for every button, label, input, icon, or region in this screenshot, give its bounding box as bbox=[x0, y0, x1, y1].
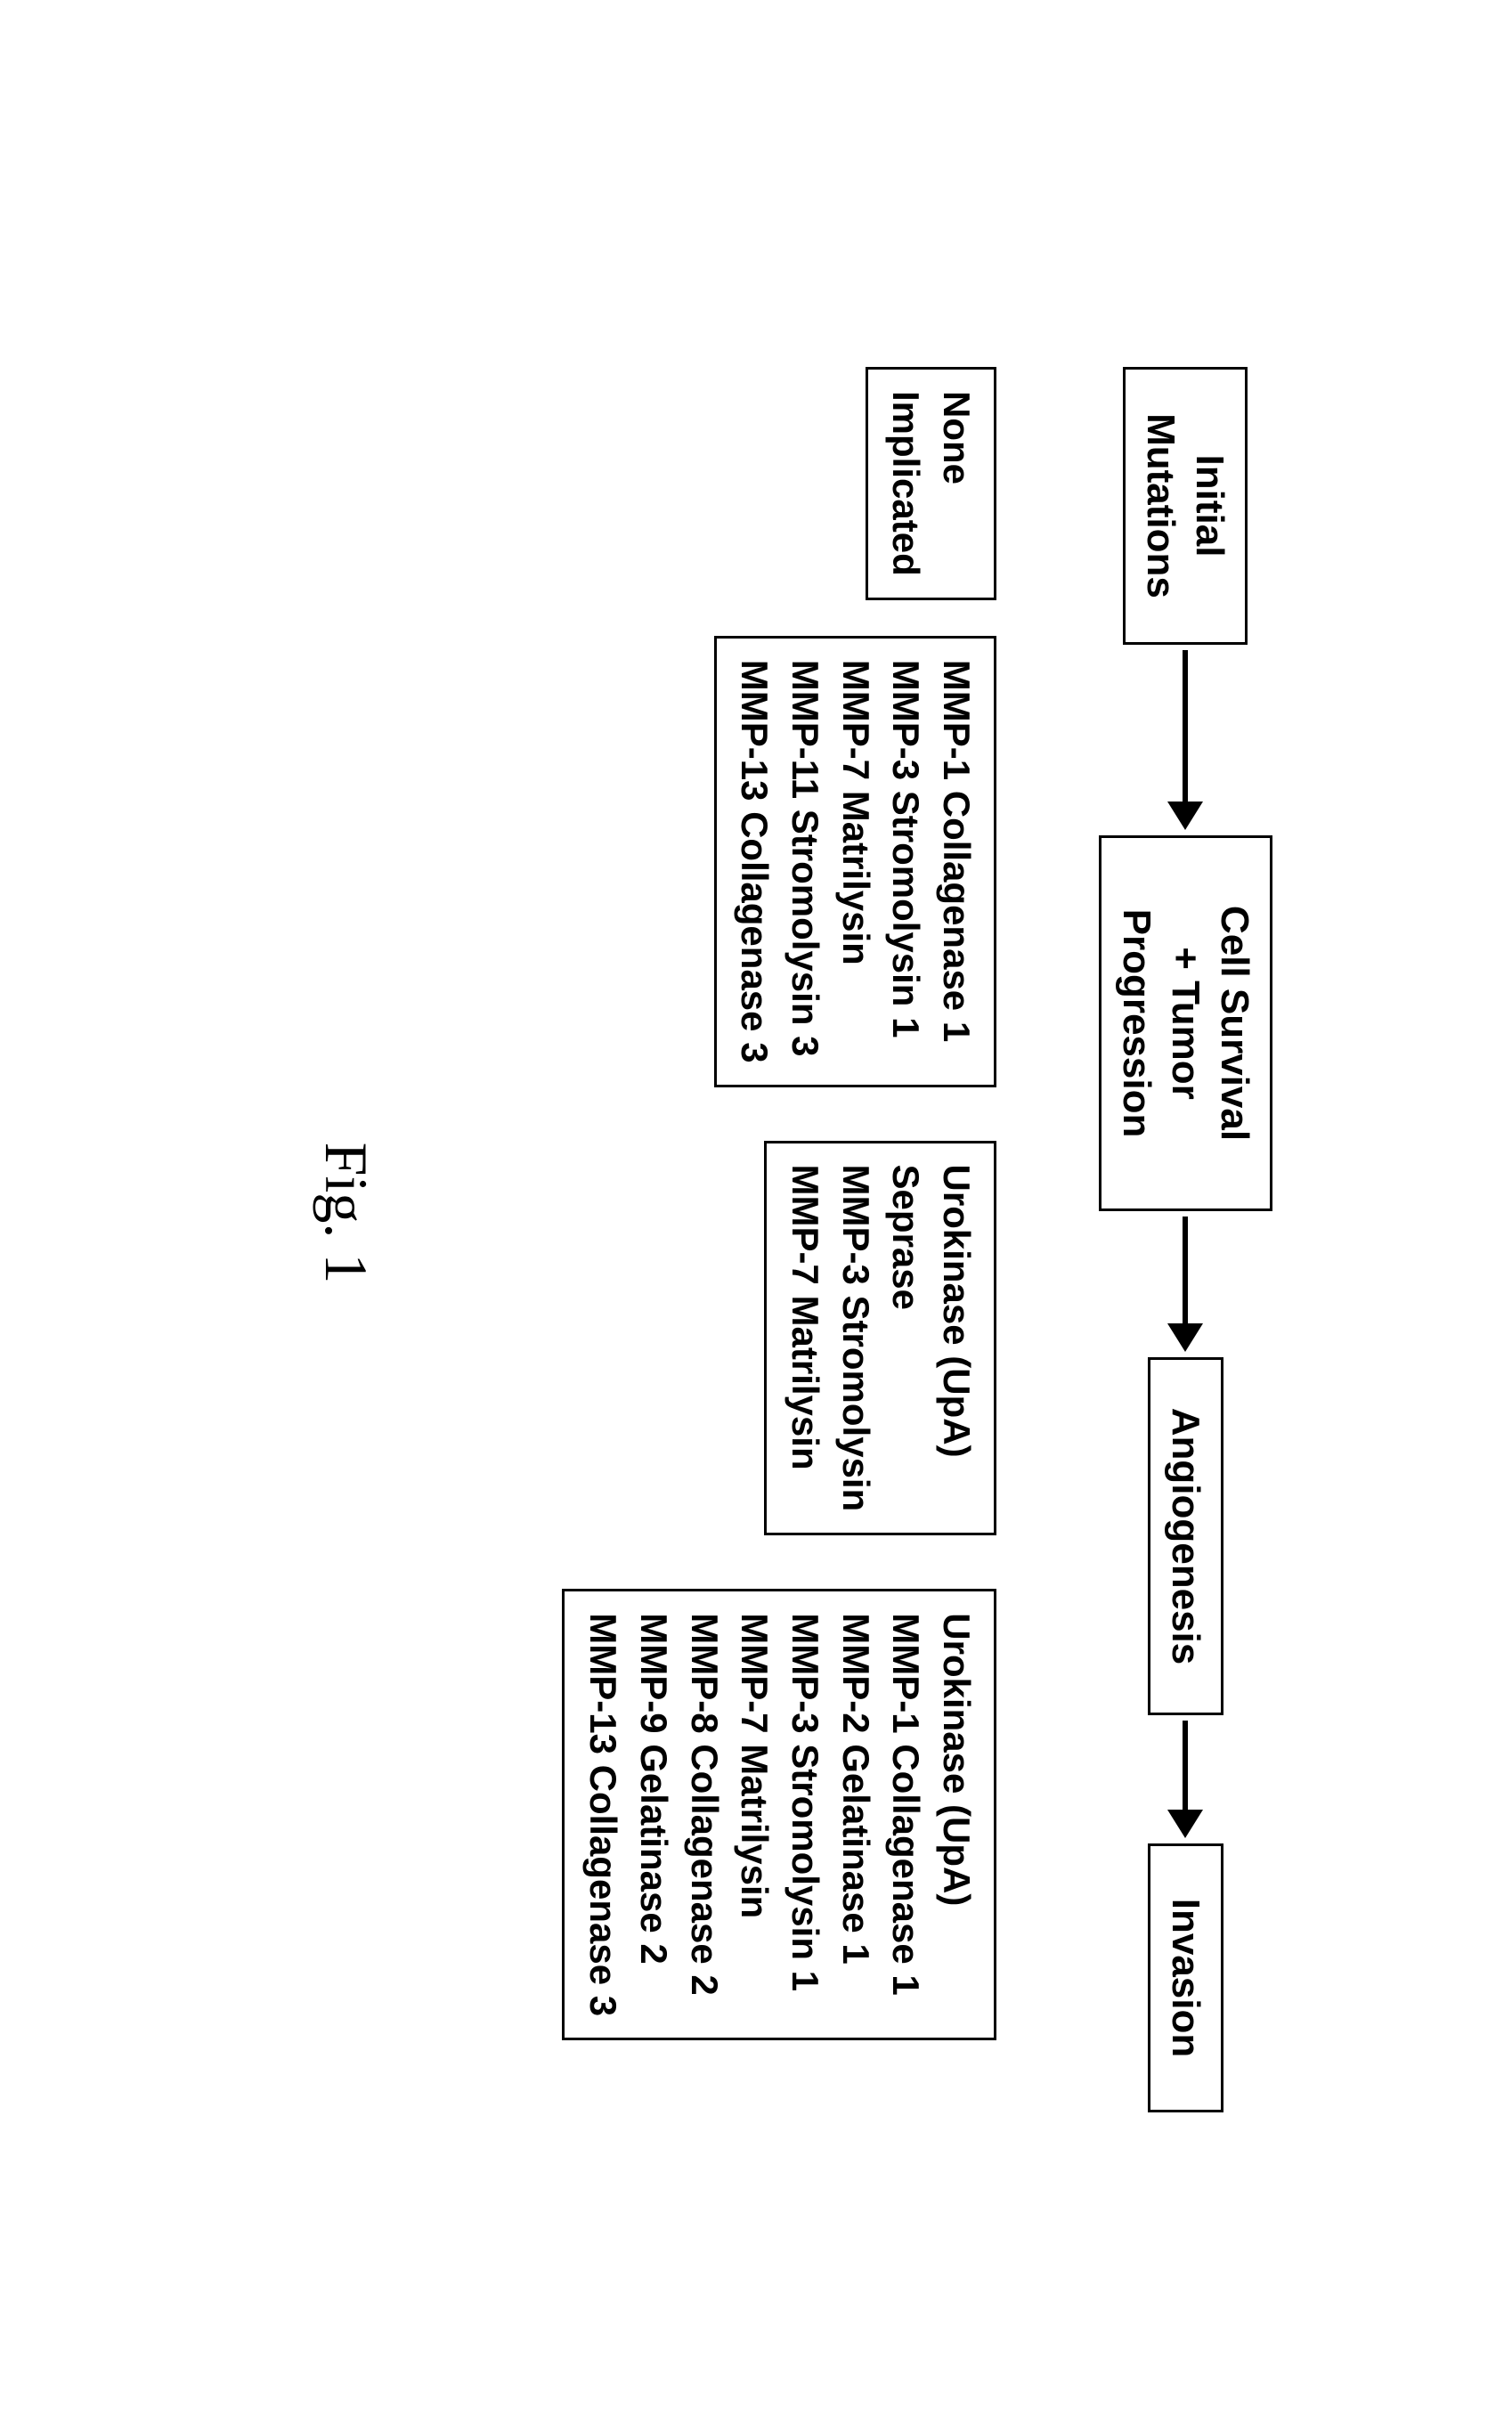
arrow-2 bbox=[1168, 1217, 1204, 1352]
content-box-none-implicated: None Implicated bbox=[866, 367, 996, 600]
arrow-3 bbox=[1168, 1721, 1204, 1838]
arrow-line bbox=[1183, 1217, 1189, 1323]
flow-box-initial-mutations: Initial Mutations bbox=[1124, 367, 1248, 645]
arrow-line bbox=[1183, 650, 1189, 802]
figure-caption: Fig. 1 bbox=[311, 1142, 381, 1283]
content-box-invasion: Urokinase (UpA) MMP-1 Collagenase 1 MMP-… bbox=[563, 1589, 997, 2040]
arrow-head-icon bbox=[1168, 1810, 1204, 1838]
arrow-head-icon bbox=[1168, 1323, 1204, 1352]
content-box-angiogenesis: Urokinase (UpA) Seprase MMP-3 Stromolysi… bbox=[764, 1140, 996, 1535]
arrow-head-icon bbox=[1168, 802, 1204, 830]
flow-box-angiogenesis: Angiogenesis bbox=[1148, 1357, 1223, 1715]
flow-box-invasion: Invasion bbox=[1148, 1843, 1223, 2112]
content-row: None Implicated MMP-1 Collagenase 1 MMP-… bbox=[563, 367, 997, 2040]
arrow-1 bbox=[1168, 650, 1204, 830]
flow-box-cell-survival: Cell Survival + Tumor Progression bbox=[1099, 835, 1272, 1211]
content-box-tumor-progression: MMP-1 Collagenase 1 MMP-3 Stromolysin 1 … bbox=[714, 635, 996, 1086]
flow-row: Initial Mutations Cell Survival + Tumor … bbox=[1099, 367, 1272, 2112]
arrow-line bbox=[1183, 1721, 1189, 1810]
